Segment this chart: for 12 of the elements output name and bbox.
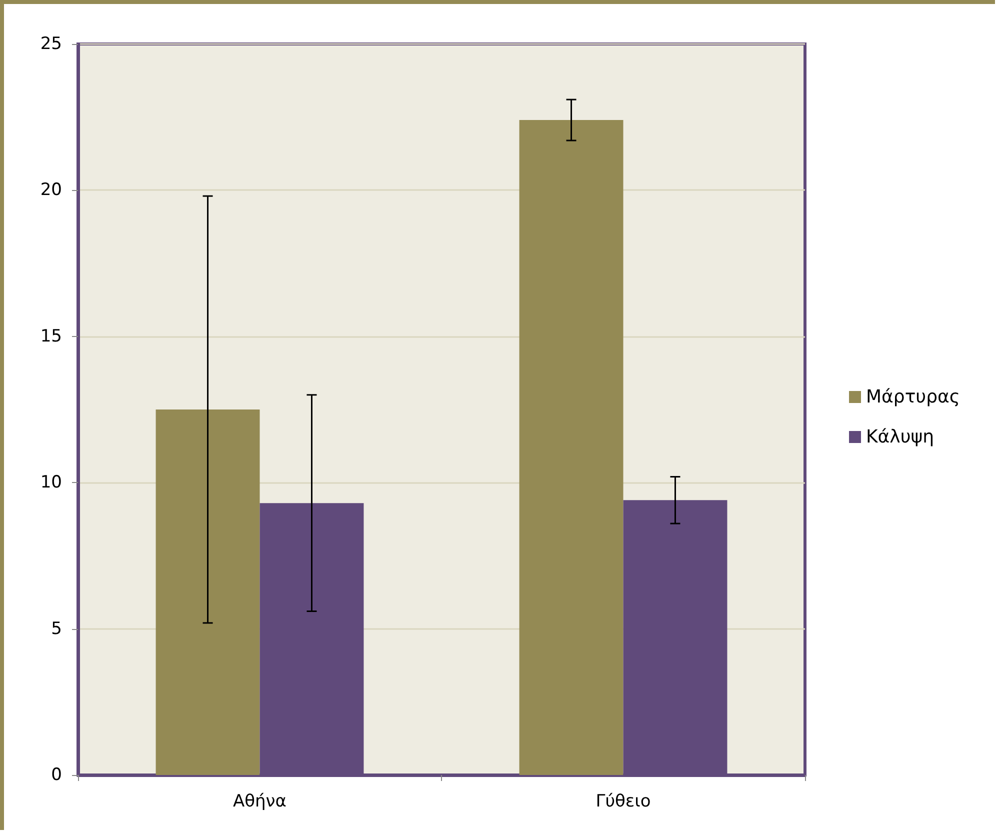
x-tick-label: Αθήνα bbox=[232, 792, 287, 812]
legend-label: Κάλυψη bbox=[866, 426, 934, 448]
y-tick-label: 25 bbox=[40, 34, 62, 54]
y-tick-label: 15 bbox=[40, 326, 62, 346]
legend-label: Μάρτυρας bbox=[866, 386, 960, 408]
y-tick-label: 20 bbox=[40, 180, 62, 200]
y-tick-label: 5 bbox=[51, 618, 62, 639]
bar bbox=[519, 120, 624, 775]
x-tick-label: Γύθειο bbox=[596, 792, 651, 812]
bar bbox=[156, 410, 260, 775]
y-tick-label: 10 bbox=[40, 472, 62, 493]
y-tick-label: 0 bbox=[51, 765, 62, 785]
